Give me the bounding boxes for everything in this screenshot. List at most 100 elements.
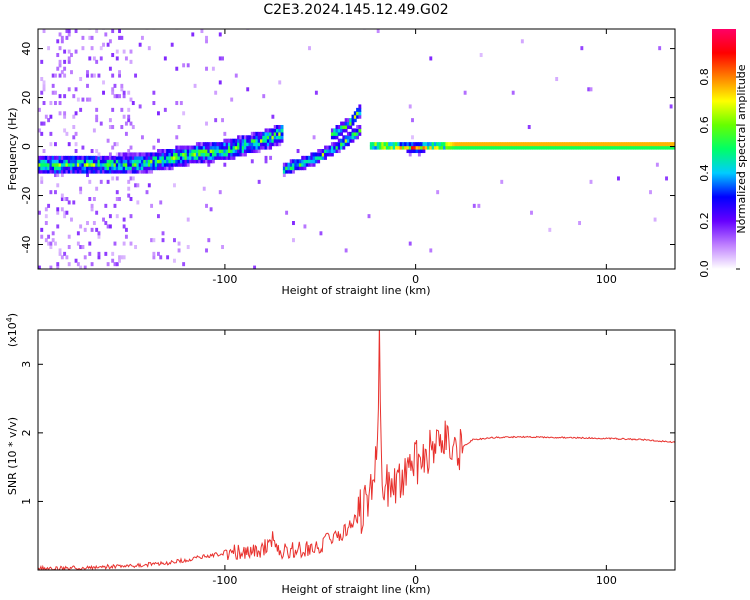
heatmap-cell	[214, 145, 218, 150]
heatmap-cell	[255, 135, 259, 140]
heatmap-cell	[651, 145, 655, 150]
heatmap-cell	[40, 90, 44, 95]
heatmap-cell	[140, 135, 144, 140]
heatmap-cell	[38, 162, 41, 167]
heatmap-cell	[40, 121, 44, 126]
heatmap-cell	[257, 135, 261, 140]
heatmap-cell	[287, 162, 291, 167]
heatmap-cell	[665, 142, 668, 147]
heatmap-cell	[70, 159, 73, 164]
heatmap-cell	[642, 145, 646, 150]
heatmap-cell	[63, 162, 67, 167]
heatmap-cell	[525, 145, 529, 150]
heatmap-cell	[305, 162, 309, 167]
heatmap-cell	[173, 149, 176, 154]
heatmap-cell	[351, 118, 355, 123]
heatmap-cell	[193, 152, 197, 157]
heatmap-cell	[42, 162, 46, 167]
heatmap-cell	[259, 142, 263, 147]
heatmap-cell	[218, 142, 222, 147]
heatmap-cell	[610, 145, 614, 150]
heatmap-cell	[118, 159, 121, 164]
heatmap-cell	[344, 248, 348, 253]
heatmap-cell	[651, 142, 655, 147]
heatmap-cell	[333, 131, 337, 136]
heatmap-cell	[353, 111, 357, 116]
heatmap-cell	[138, 162, 142, 167]
heatmap-cell	[60, 39, 64, 44]
heatmap-cell	[209, 207, 213, 212]
heatmap-cell	[49, 162, 53, 167]
heatmap-cell	[118, 255, 121, 260]
heatmap-cell	[104, 251, 108, 256]
heatmap-cell	[111, 90, 115, 95]
heatmap-cell	[168, 155, 172, 160]
heatmap-cell	[159, 155, 163, 160]
heatmap-cell	[253, 265, 257, 269]
heatmap-cell	[241, 138, 245, 143]
heatmap-cell	[54, 73, 57, 78]
heatmap-cell	[346, 142, 350, 147]
heatmap-cell	[88, 169, 92, 174]
heatmap-cell	[86, 221, 89, 226]
heatmap-cell	[147, 155, 151, 160]
heatmap-cell	[104, 203, 108, 208]
heatmap-cell	[166, 149, 170, 154]
heatmap-cell	[86, 162, 89, 167]
heatmap-cell	[108, 159, 112, 164]
heatmap-cell	[429, 145, 433, 150]
heatmap-cell	[195, 159, 199, 164]
heatmap-cell	[65, 162, 69, 167]
heatmap-cell	[312, 159, 316, 164]
heatmap-cell	[138, 169, 142, 174]
heatmap-cell	[493, 142, 497, 147]
heatmap-cell	[145, 162, 149, 167]
heatmap-cell	[56, 183, 60, 188]
heatmap-cell	[598, 145, 602, 150]
heatmap-cell	[241, 135, 245, 140]
heatmap-cell	[63, 114, 67, 119]
heatmap-cell	[259, 145, 263, 150]
heatmap-cell	[115, 155, 119, 160]
heatmap-cell	[436, 145, 440, 150]
heatmap-cell	[411, 145, 414, 150]
heatmap-cell	[147, 162, 151, 167]
heatmap-cell	[92, 128, 96, 133]
heatmap-cell	[257, 145, 261, 150]
heatmap-cell	[276, 142, 279, 147]
heatmap-cell	[175, 66, 179, 71]
heatmap-cell	[202, 152, 206, 157]
heatmap-cell	[97, 166, 101, 171]
heatmap-cell	[330, 142, 334, 147]
heatmap-cell	[163, 166, 167, 171]
heatmap-cell	[344, 128, 348, 133]
heatmap-cell	[134, 159, 138, 164]
heatmap-cell	[177, 162, 181, 167]
heatmap-cell	[246, 87, 250, 92]
heatmap-cell	[54, 90, 57, 95]
heatmap-cell	[614, 142, 618, 147]
x-tick-label: 0	[412, 273, 419, 286]
heatmap-cell	[509, 142, 513, 147]
heatmap-cell	[429, 56, 433, 61]
heatmap-cell	[136, 166, 140, 171]
heatmap-cell	[67, 142, 71, 147]
heatmap-cell	[47, 166, 51, 171]
heatmap-cell	[127, 193, 131, 198]
heatmap-cell	[205, 155, 208, 160]
heatmap-cell	[546, 145, 549, 150]
heatmap-cell	[83, 227, 87, 232]
heatmap-cell	[40, 77, 44, 82]
heatmap-cell	[330, 128, 334, 133]
heatmap-cell	[584, 142, 588, 147]
heatmap-cell	[520, 145, 524, 150]
heatmap-cell	[120, 255, 124, 260]
heatmap-cell	[177, 159, 181, 164]
heatmap-cell	[179, 145, 183, 150]
heatmap-cell	[356, 114, 360, 119]
heatmap-cell	[344, 118, 348, 123]
heatmap-cell	[159, 166, 163, 171]
heatmap-cell	[264, 128, 268, 133]
heatmap-cell	[333, 145, 337, 150]
heatmap-cell	[408, 149, 412, 154]
